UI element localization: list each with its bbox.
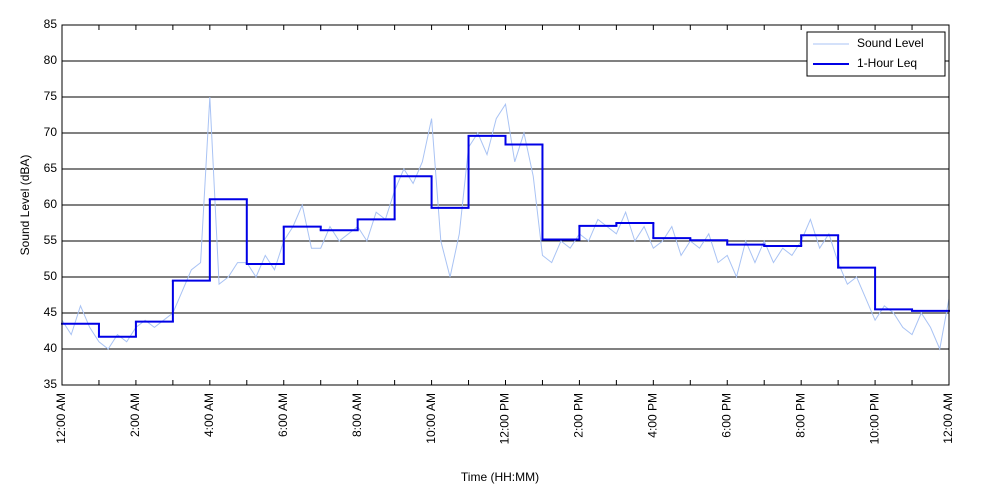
x-tick-label: 4:00 PM (646, 393, 660, 438)
y-tick-label: 70 (44, 125, 58, 139)
legend-box (806, 31, 946, 77)
x-tick-label: 8:00 PM (793, 393, 807, 438)
y-tick-label: 40 (44, 341, 58, 355)
legend-label: 1-Hour Leq (857, 56, 917, 70)
y-tick-label: 45 (44, 305, 58, 319)
x-axis-label: Time (HH:MM) (461, 470, 539, 484)
y-tick-label: 75 (44, 89, 58, 103)
y-tick-label: 80 (44, 53, 58, 67)
x-tick-label: 12:00 AM (54, 393, 68, 444)
y-axis-label: Sound Level (dBA) (18, 155, 32, 256)
x-tick-label: 10:00 PM (867, 393, 881, 444)
x-tick-label: 4:00 AM (202, 393, 216, 437)
x-tick-label: 2:00 PM (572, 393, 586, 438)
x-tick-label: 6:00 AM (276, 393, 290, 437)
plot-frame (61, 24, 950, 386)
legend-label: Sound Level (857, 36, 924, 50)
y-tick-label: 85 (44, 17, 58, 31)
x-tick-label: 10:00 AM (424, 393, 438, 444)
y-tick-label: 60 (44, 197, 58, 211)
x-tick-label: 6:00 PM (719, 393, 733, 438)
x-tick-label: 12:00 AM (941, 393, 955, 444)
x-tick-label: 8:00 AM (350, 393, 364, 437)
x-tick-label: 2:00 AM (128, 393, 142, 437)
x-tick-label: 12:00 PM (498, 393, 512, 444)
y-tick-label: 65 (44, 161, 58, 175)
y-tick-label: 35 (44, 377, 58, 391)
y-tick-label: 55 (44, 233, 58, 247)
y-tick-label: 50 (44, 269, 58, 283)
